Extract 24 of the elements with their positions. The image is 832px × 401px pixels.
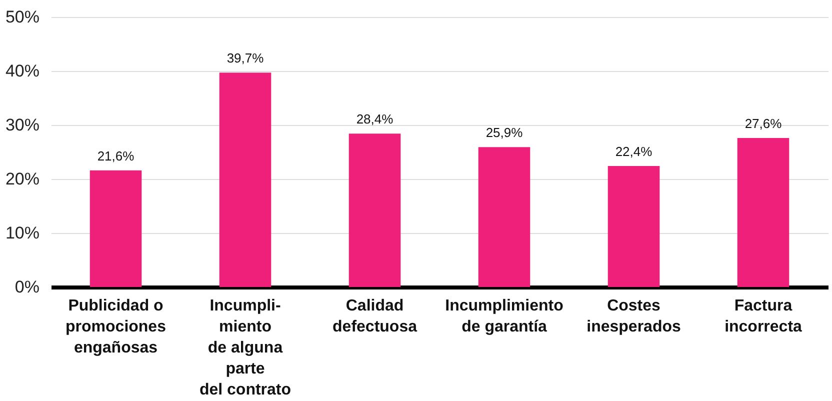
bar xyxy=(608,166,660,287)
y-tick-label: 30% xyxy=(5,116,40,134)
data-label: 27,6% xyxy=(744,116,782,131)
bar xyxy=(219,72,272,287)
bar xyxy=(478,147,530,287)
data-label: 21,6% xyxy=(97,148,135,164)
y-tick-label: 50% xyxy=(5,8,40,26)
x-tick-label: Publicidad o promociones engañosas xyxy=(66,298,166,356)
y-tick-label: 40% xyxy=(5,62,40,80)
data-label: 28,4% xyxy=(356,112,394,127)
y-tick-label: 0% xyxy=(14,278,40,296)
x-tick-label: Incumpli- miento de alguna parte del contrato xyxy=(199,298,292,398)
bar xyxy=(348,134,401,287)
y-tick-label: 10% xyxy=(5,224,40,242)
x-tick-label: Factura incorrecta xyxy=(724,298,802,336)
data-label: 22,4% xyxy=(615,144,653,160)
y-tick-label: 20% xyxy=(5,170,40,188)
data-label: 25,9% xyxy=(486,125,524,140)
x-tick-label: Calidad defectuosa xyxy=(332,298,418,336)
data-label: 39,7% xyxy=(226,50,264,66)
x-tick-label: Costes inesperados xyxy=(586,298,681,336)
bar xyxy=(90,170,142,287)
x-tick-label: Incumplimiento de garantía xyxy=(445,298,564,336)
bar xyxy=(737,138,790,287)
